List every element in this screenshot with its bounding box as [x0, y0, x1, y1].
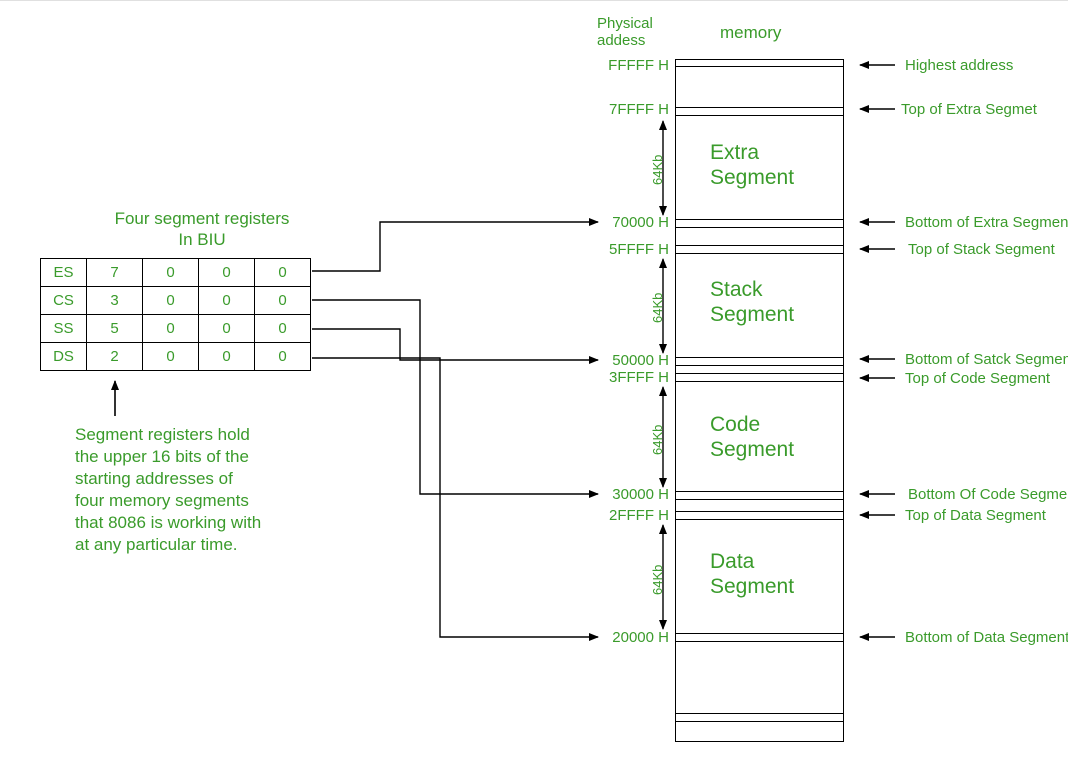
line-30000-b [675, 499, 844, 500]
line-7ffff-b [675, 115, 844, 116]
addr-5ffff: 5FFFF H [569, 241, 669, 258]
ann-bottom-data: Bottom of Data Segment [905, 629, 1068, 646]
line-3ffff-b [675, 381, 844, 382]
memory-top-border [675, 59, 844, 60]
line-5ffff-a [675, 245, 844, 246]
cell-ss-0: 5 [87, 315, 143, 343]
cell-es-0: 7 [87, 259, 143, 287]
line-30000-a [675, 491, 844, 492]
size-stack: 64Kb [650, 293, 665, 323]
line-70000-b [675, 227, 844, 228]
label-caption: Segment registers hold the upper 16 bits… [75, 424, 261, 557]
row-cs: CS 3 0 0 0 [41, 287, 311, 315]
cell-cs-0: 3 [87, 287, 143, 315]
line-2ffff-b [675, 519, 844, 520]
memory-bottom-border [675, 741, 844, 742]
cell-ss-1: 0 [143, 315, 199, 343]
cell-ss-2: 0 [199, 315, 255, 343]
addr-fffff: FFFFF H [569, 57, 669, 74]
ann-top-data: Top of Data Segment [905, 507, 1046, 524]
addr-20000: 20000 H [569, 629, 669, 646]
line-fffff [675, 66, 844, 67]
size-extra: 64Kb [650, 155, 665, 185]
ann-top-stack: Top of Stack Segment [908, 241, 1055, 258]
label-data-segment: Data Segment [710, 549, 794, 599]
addr-2ffff: 2FFFF H [569, 507, 669, 524]
line-3ffff-a [675, 373, 844, 374]
line-low-b [675, 721, 844, 722]
cell-ss-name: SS [41, 315, 87, 343]
line-2ffff-a [675, 511, 844, 512]
ann-bottom-extra: Bottom of Extra Segment [905, 214, 1068, 231]
addr-70000: 70000 H [569, 214, 669, 231]
row-es: ES 7 0 0 0 [41, 259, 311, 287]
addr-30000: 30000 H [569, 486, 669, 503]
ann-top-code: Top of Code Segment [905, 370, 1050, 387]
line-low-a [675, 713, 844, 714]
diagram-stage: Physical addess memory FFFFF H 7FFFF H 7… [0, 0, 1068, 758]
cell-cs-name: CS [41, 287, 87, 315]
ann-bottom-stack: Bottom of Satck Segment [905, 351, 1068, 368]
label-code-segment: Code Segment [710, 412, 794, 462]
cell-ds-2: 0 [199, 343, 255, 371]
addr-50000: 50000 H [569, 352, 669, 369]
line-5ffff-b [675, 253, 844, 254]
cell-es-2: 0 [199, 259, 255, 287]
ann-highest: Highest address [905, 57, 1013, 74]
ann-bottom-code: Bottom Of Code Segment [908, 486, 1068, 503]
cell-cs-2: 0 [199, 287, 255, 315]
cell-es-1: 0 [143, 259, 199, 287]
label-physical-address: Physical addess [597, 15, 653, 50]
cell-es-3: 0 [255, 259, 311, 287]
label-extra-segment: Extra Segment [710, 140, 794, 190]
addr-3ffff: 3FFFF H [569, 369, 669, 386]
label-registers-title: Four segment registers In BIU [102, 208, 302, 251]
size-data: 64Kb [650, 565, 665, 595]
cell-ds-0: 2 [87, 343, 143, 371]
line-50000-a [675, 357, 844, 358]
cell-ds-3: 0 [255, 343, 311, 371]
memory-right-border [843, 59, 844, 741]
row-ds: DS 2 0 0 0 [41, 343, 311, 371]
line-70000-a [675, 219, 844, 220]
row-ss: SS 5 0 0 0 [41, 315, 311, 343]
line-20000-a [675, 633, 844, 634]
cell-ds-name: DS [41, 343, 87, 371]
cell-es-name: ES [41, 259, 87, 287]
label-memory: memory [720, 23, 781, 43]
label-stack-segment: Stack Segment [710, 277, 794, 327]
line-20000-b [675, 641, 844, 642]
cell-cs-3: 0 [255, 287, 311, 315]
line-50000-b [675, 365, 844, 366]
ann-top-extra: Top of Extra Segmet [901, 101, 1037, 118]
cell-ss-3: 0 [255, 315, 311, 343]
segment-register-table: ES 7 0 0 0 CS 3 0 0 0 SS 5 0 0 0 DS 2 0 … [40, 258, 311, 371]
memory-left-border [675, 59, 676, 741]
size-code: 64Kb [650, 425, 665, 455]
cell-ds-1: 0 [143, 343, 199, 371]
addr-7ffff: 7FFFF H [569, 101, 669, 118]
cell-cs-1: 0 [143, 287, 199, 315]
line-7ffff-a [675, 107, 844, 108]
